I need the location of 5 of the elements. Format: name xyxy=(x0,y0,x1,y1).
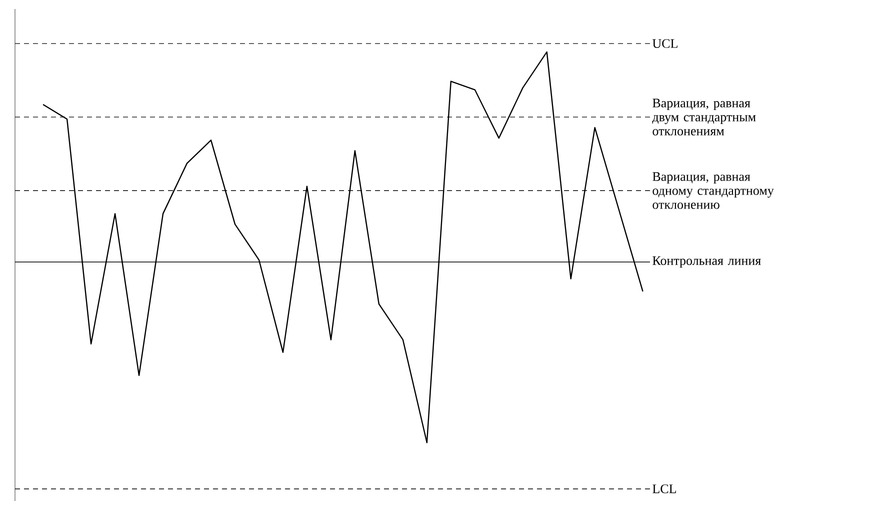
ref-line-label: Вариация, равная одному стандартному отклонению xyxy=(652,172,774,209)
ref-line-label: Контрольная линия xyxy=(652,256,761,268)
ref-line-label: UCL xyxy=(652,39,678,48)
ref-line-label: Вариация, равная двум стандартным отклонениям xyxy=(652,98,756,136)
ref-line-label: LCL xyxy=(652,484,676,494)
